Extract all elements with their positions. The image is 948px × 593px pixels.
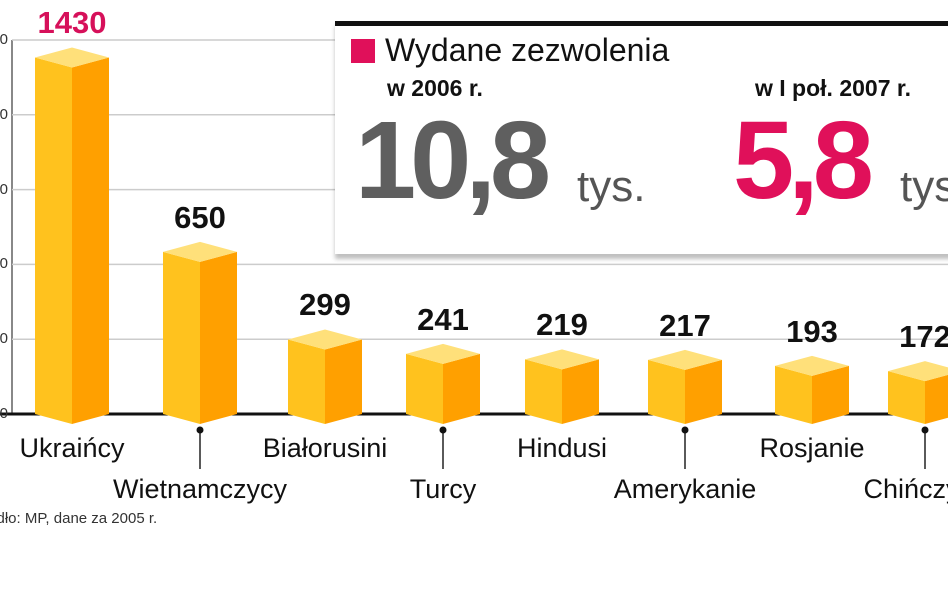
source-note: Źródło: MP, dane za 2005 r.	[0, 510, 158, 527]
category-label: Chińczycy	[863, 474, 948, 504]
data-label: 299	[299, 287, 351, 323]
category-label: Amerykanie	[613, 474, 757, 504]
y-tick-label: 1200	[0, 105, 8, 123]
data-label: 650	[174, 199, 226, 235]
leader-dot	[921, 426, 929, 434]
data-label: 241	[417, 301, 469, 337]
legend-swatch	[351, 39, 375, 63]
bar-top	[648, 349, 722, 370]
bar-top	[406, 343, 480, 364]
bar-front	[775, 365, 812, 424]
bar-side	[443, 353, 480, 424]
bar-front	[288, 339, 325, 424]
bar-side	[325, 339, 362, 424]
bar-side	[685, 359, 722, 424]
value-2006: 10,8	[355, 99, 551, 222]
bar-front	[406, 353, 443, 424]
bar-front	[35, 57, 72, 424]
bar-front	[163, 251, 200, 424]
y-tick-label: 1500	[0, 31, 8, 48]
leader-dot	[196, 426, 204, 434]
leader-dot	[439, 426, 447, 434]
legend-label: Wydane zezwolenia	[385, 32, 670, 68]
period-2007: w I poł. 2007 r.	[755, 75, 911, 101]
bar-top	[35, 47, 109, 68]
bar-side	[925, 374, 948, 424]
y-tick-label: 0	[0, 405, 8, 422]
bar-front	[525, 359, 562, 424]
unit-2007: tys.	[900, 162, 948, 211]
bar-top	[525, 349, 599, 370]
category-label: Hindusi	[516, 433, 608, 463]
bar-top	[163, 241, 237, 262]
data-label: 1430	[37, 5, 107, 41]
value-2007: 5,8	[733, 99, 874, 222]
bar-front	[888, 371, 925, 424]
period-2006: w 2006 r.	[387, 75, 483, 101]
data-label: 219	[536, 307, 588, 343]
summary-inset: Wydane zezwolenia w 2006 r. w I poł. 200…	[335, 21, 948, 254]
bar-side	[72, 57, 109, 424]
category-label: Białorusini	[262, 433, 388, 463]
y-tick-label: 900	[0, 180, 8, 198]
bar-side	[200, 251, 237, 424]
bar-front	[648, 359, 685, 424]
category-label: Turcy	[409, 474, 477, 504]
bar-top	[775, 355, 849, 376]
bar-top	[888, 361, 948, 382]
category-label: Wietnamczycy	[112, 474, 288, 504]
bar-side	[812, 365, 849, 424]
data-label: 217	[659, 307, 711, 343]
bar-side	[562, 359, 599, 424]
unit-2006: tys.	[577, 162, 646, 211]
leader-dot	[681, 426, 689, 434]
category-label: Ukraińcy	[19, 433, 125, 463]
y-tick-label: 300	[0, 330, 8, 348]
category-label: Rosjanie	[759, 433, 865, 463]
data-label: 193	[786, 313, 838, 349]
data-label: 172	[899, 319, 948, 355]
bar-top	[288, 329, 362, 350]
y-tick-label: 600	[0, 255, 8, 273]
